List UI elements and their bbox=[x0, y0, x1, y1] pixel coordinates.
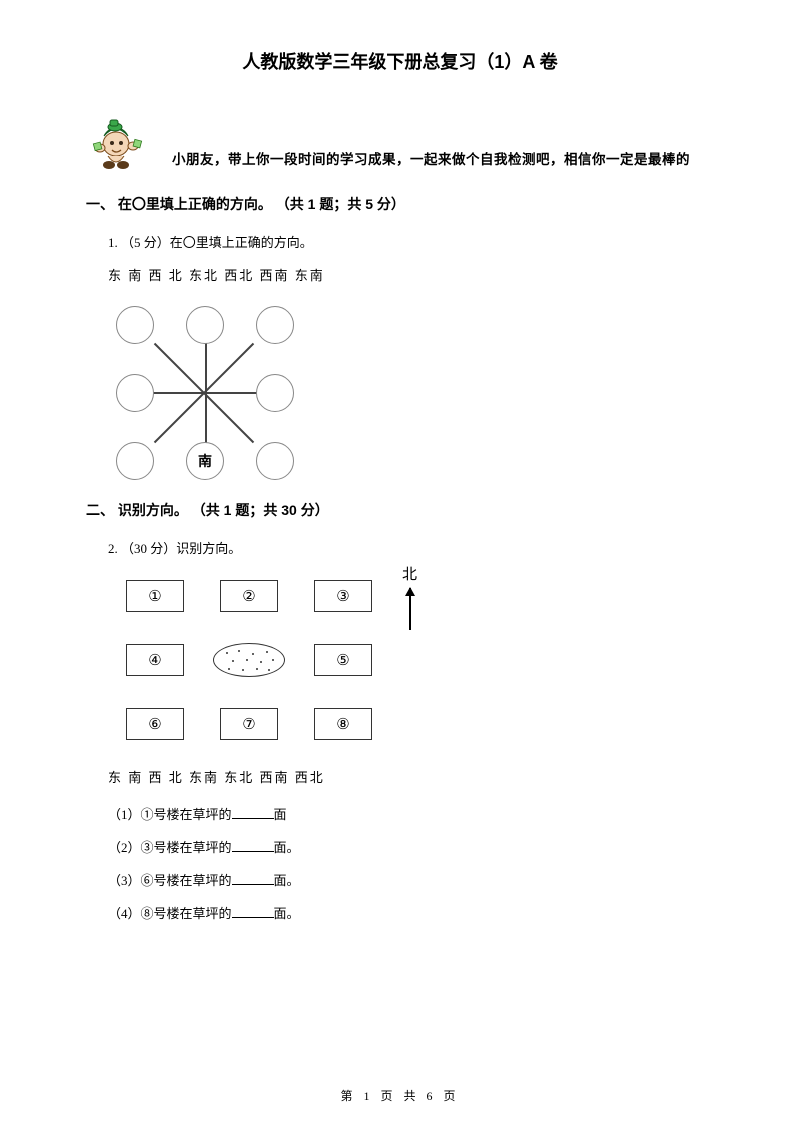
question-2: 2. （30 分）识别方向。 bbox=[108, 538, 714, 557]
north-indicator: 北 bbox=[402, 563, 417, 630]
compass-circle-sw[interactable] bbox=[116, 442, 154, 480]
compass-circle-s: 南 bbox=[186, 442, 224, 480]
blank-input-3[interactable] bbox=[232, 872, 274, 885]
blank-input-1[interactable] bbox=[232, 806, 274, 819]
question-2-options: 东 南 西 北 东南 东北 西南 西北 bbox=[108, 767, 714, 786]
lawn-icon bbox=[213, 643, 285, 677]
compass-circle-w[interactable] bbox=[116, 374, 154, 412]
compass-circle-n[interactable] bbox=[186, 306, 224, 344]
page-footer: 第 1 页 共 6 页 bbox=[0, 1087, 800, 1104]
grid-box-3: ③ bbox=[314, 580, 372, 612]
question-1-options: 东 南 西 北 东北 西北 西南 东南 bbox=[108, 265, 714, 284]
grid-box-6: ⑥ bbox=[126, 708, 184, 740]
page-title: 人教版数学三年级下册总复习（1）A 卷 bbox=[86, 48, 714, 74]
compass-circle-ne[interactable] bbox=[256, 306, 294, 344]
question-1: 1. （5 分）在〇里填上正确的方向。 bbox=[108, 232, 714, 251]
grid-box-2: ② bbox=[220, 580, 278, 612]
sub-question-2: （2）③号楼在草坪的面。 bbox=[108, 837, 714, 856]
grid-figure: ① ② ③ 北 ④ bbox=[108, 571, 714, 749]
section-2-heading: 二、 识别方向。 （共 1 题；共 30 分） bbox=[86, 500, 714, 520]
grid-box-5: ⑤ bbox=[314, 644, 372, 676]
compass-circle-nw[interactable] bbox=[116, 306, 154, 344]
section-1-heading: 一、 在〇里填上正确的方向。 （共 1 题；共 5 分） bbox=[86, 194, 714, 214]
compass-circle-e[interactable] bbox=[256, 374, 294, 412]
compass-figure: 南 bbox=[108, 302, 714, 482]
sub-question-1: （1）①号楼在草坪的面 bbox=[108, 804, 714, 823]
sub-question-3: （3）⑥号楼在草坪的面。 bbox=[108, 870, 714, 889]
sub-question-4: （4）⑧号楼在草坪的面。 bbox=[108, 903, 714, 922]
mascot-icon bbox=[86, 110, 148, 172]
north-arrow-icon bbox=[409, 588, 411, 630]
grid-box-1: ① bbox=[126, 580, 184, 612]
grid-box-4: ④ bbox=[126, 644, 184, 676]
intro-row: 小朋友，带上你一段时间的学习成果，一起来做个自我检测吧，相信你一定是最棒的 bbox=[86, 110, 714, 172]
grid-box-7: ⑦ bbox=[220, 708, 278, 740]
north-label: 北 bbox=[402, 563, 417, 584]
blank-input-4[interactable] bbox=[232, 905, 274, 918]
grid-box-8: ⑧ bbox=[314, 708, 372, 740]
blank-input-2[interactable] bbox=[232, 839, 274, 852]
intro-text: 小朋友，带上你一段时间的学习成果，一起来做个自我检测吧，相信你一定是最棒的 bbox=[172, 148, 690, 172]
compass-circle-se[interactable] bbox=[256, 442, 294, 480]
